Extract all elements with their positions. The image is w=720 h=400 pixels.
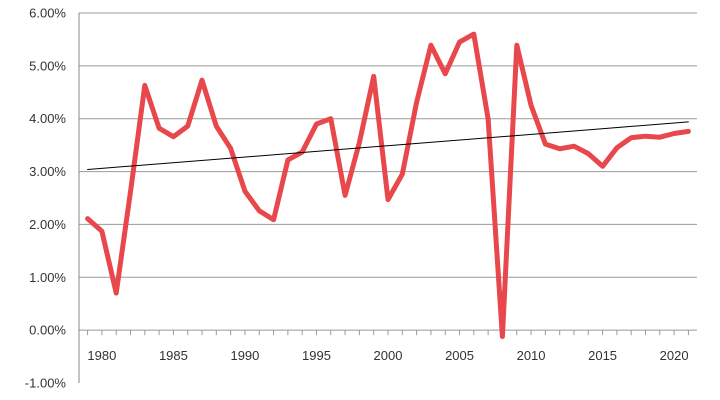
trend-line [87,121,689,170]
y-tick-labels: -1.00% 0.00% 1.00% 2.00% 3.00% 4.00% 5.00% 6.00… [25,6,67,391]
y-tick-label: 3.00% [29,164,66,179]
x-tick-label: 2005 [445,348,474,363]
y-tick-label: 0.00% [29,323,66,338]
y-tick-label: 4.00% [29,111,66,126]
series-line [85,31,691,339]
series-group [85,31,691,339]
x-tick-label: 2020 [660,348,689,363]
y-tick-label: -1.00% [25,376,67,391]
x-tick-labels: 1980 1985 1990 1995 2000 2005 2010 2015 2020 [87,348,688,363]
x-tick-marks [87,330,689,336]
x-tick-label: 1985 [159,348,188,363]
y-tick-label: 2.00% [29,217,66,232]
x-tick-label: 2000 [374,348,403,363]
x-tick-label: 2015 [588,348,617,363]
x-tick-label: 1995 [302,348,331,363]
x-tick-label: 1990 [230,348,259,363]
gridlines [79,12,697,331]
y-tick-label: 6.00% [29,6,66,21]
x-tick-label: 1980 [87,348,116,363]
x-tick-label: 2010 [517,348,546,363]
y-tick-label: 1.00% [29,270,66,285]
y-tick-label: 5.00% [29,58,66,73]
